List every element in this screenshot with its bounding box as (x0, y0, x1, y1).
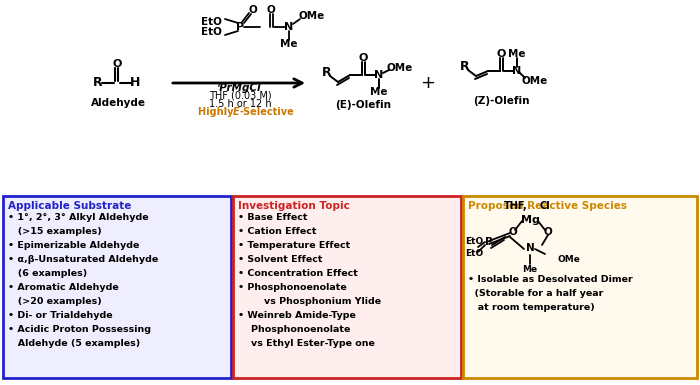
Text: Highly: Highly (198, 107, 237, 117)
Text: P: P (236, 22, 244, 32)
Text: • Isolable as Desolvated Dimer: • Isolable as Desolvated Dimer (468, 275, 633, 284)
Text: Applicable Substrate: Applicable Substrate (8, 201, 132, 211)
Text: • Aromatic Aldehyde: • Aromatic Aldehyde (8, 283, 119, 292)
Text: Aldehyde (5 examples): Aldehyde (5 examples) (8, 339, 140, 348)
Text: (>15 examples): (>15 examples) (8, 227, 101, 236)
Text: (E)-Olefin: (E)-Olefin (335, 100, 391, 110)
Text: E: E (233, 107, 239, 117)
Text: • 1°, 2°, 3° Alkyl Aldehyde: • 1°, 2°, 3° Alkyl Aldehyde (8, 213, 148, 222)
Text: Me: Me (522, 265, 538, 274)
Text: • Concentration Effect: • Concentration Effect (238, 269, 358, 278)
Text: EtO: EtO (465, 237, 483, 246)
Text: • Cation Effect: • Cation Effect (238, 227, 316, 236)
Text: ⁱPrMgCl: ⁱPrMgCl (218, 83, 262, 93)
FancyBboxPatch shape (3, 196, 231, 378)
Text: vs Phosphonium Ylide: vs Phosphonium Ylide (238, 297, 381, 306)
Text: • Epimerizable Aldehyde: • Epimerizable Aldehyde (8, 241, 139, 250)
Text: Phosphonoenolate: Phosphonoenolate (238, 325, 351, 334)
Text: H: H (130, 77, 140, 89)
Text: THF,: THF, (504, 201, 528, 211)
Text: R: R (322, 67, 332, 79)
Text: -Selective: -Selective (240, 107, 295, 117)
Text: N: N (374, 70, 384, 80)
Text: O: O (544, 227, 552, 237)
Text: • Base Effect: • Base Effect (238, 213, 307, 222)
Text: R: R (460, 60, 470, 74)
Text: Me: Me (370, 87, 388, 97)
Text: vs Ethyl Ester-Type one: vs Ethyl Ester-Type one (238, 339, 375, 348)
Text: • Solvent Effect: • Solvent Effect (238, 255, 323, 264)
Text: EtO: EtO (201, 17, 222, 27)
Text: (6 examples): (6 examples) (8, 269, 88, 278)
Text: P: P (485, 237, 493, 247)
Text: Mg: Mg (521, 215, 540, 225)
Text: • Di- or Trialdehyde: • Di- or Trialdehyde (8, 311, 113, 320)
Text: Aldehyde: Aldehyde (90, 98, 146, 108)
Text: 1.5 h or 12 h: 1.5 h or 12 h (209, 99, 272, 109)
Text: • Temperature Effect: • Temperature Effect (238, 241, 350, 250)
Text: EtO: EtO (465, 249, 483, 258)
Text: Investigation Topic: Investigation Topic (238, 201, 350, 211)
Text: +: + (421, 74, 435, 92)
Text: O: O (496, 49, 505, 59)
Text: O: O (248, 5, 258, 15)
Text: • α,β-Unsaturated Aldehyde: • α,β-Unsaturated Aldehyde (8, 255, 158, 264)
Text: (Z)-Olefin: (Z)-Olefin (473, 96, 529, 106)
Text: OMe: OMe (522, 76, 548, 86)
Text: O: O (112, 59, 122, 69)
Text: N: N (284, 22, 293, 32)
Text: Cl: Cl (540, 201, 551, 211)
Text: Me: Me (508, 49, 526, 59)
Text: OMe: OMe (299, 11, 325, 21)
Text: Me: Me (280, 39, 298, 49)
Text: N: N (526, 243, 534, 253)
FancyBboxPatch shape (463, 196, 697, 378)
Text: THF (0.03 M): THF (0.03 M) (209, 91, 272, 101)
Text: O: O (358, 53, 368, 63)
Text: EtO: EtO (201, 27, 222, 37)
Text: at room temperature): at room temperature) (468, 303, 595, 312)
Text: O: O (267, 5, 275, 15)
Text: OMe: OMe (387, 63, 413, 73)
Text: (>20 examples): (>20 examples) (8, 297, 101, 306)
FancyBboxPatch shape (233, 196, 461, 378)
Text: N: N (512, 66, 522, 76)
Text: Proposed Reactive Species: Proposed Reactive Species (468, 201, 627, 211)
Text: (Storable for a half year: (Storable for a half year (468, 289, 603, 298)
Text: R: R (93, 77, 103, 89)
Text: O: O (509, 227, 517, 237)
Text: • Phosphonoenolate: • Phosphonoenolate (238, 283, 346, 292)
Text: OMe: OMe (558, 255, 581, 264)
Text: • Weinreb Amide-Type: • Weinreb Amide-Type (238, 311, 356, 320)
Text: • Acidic Proton Possessing: • Acidic Proton Possessing (8, 325, 151, 334)
